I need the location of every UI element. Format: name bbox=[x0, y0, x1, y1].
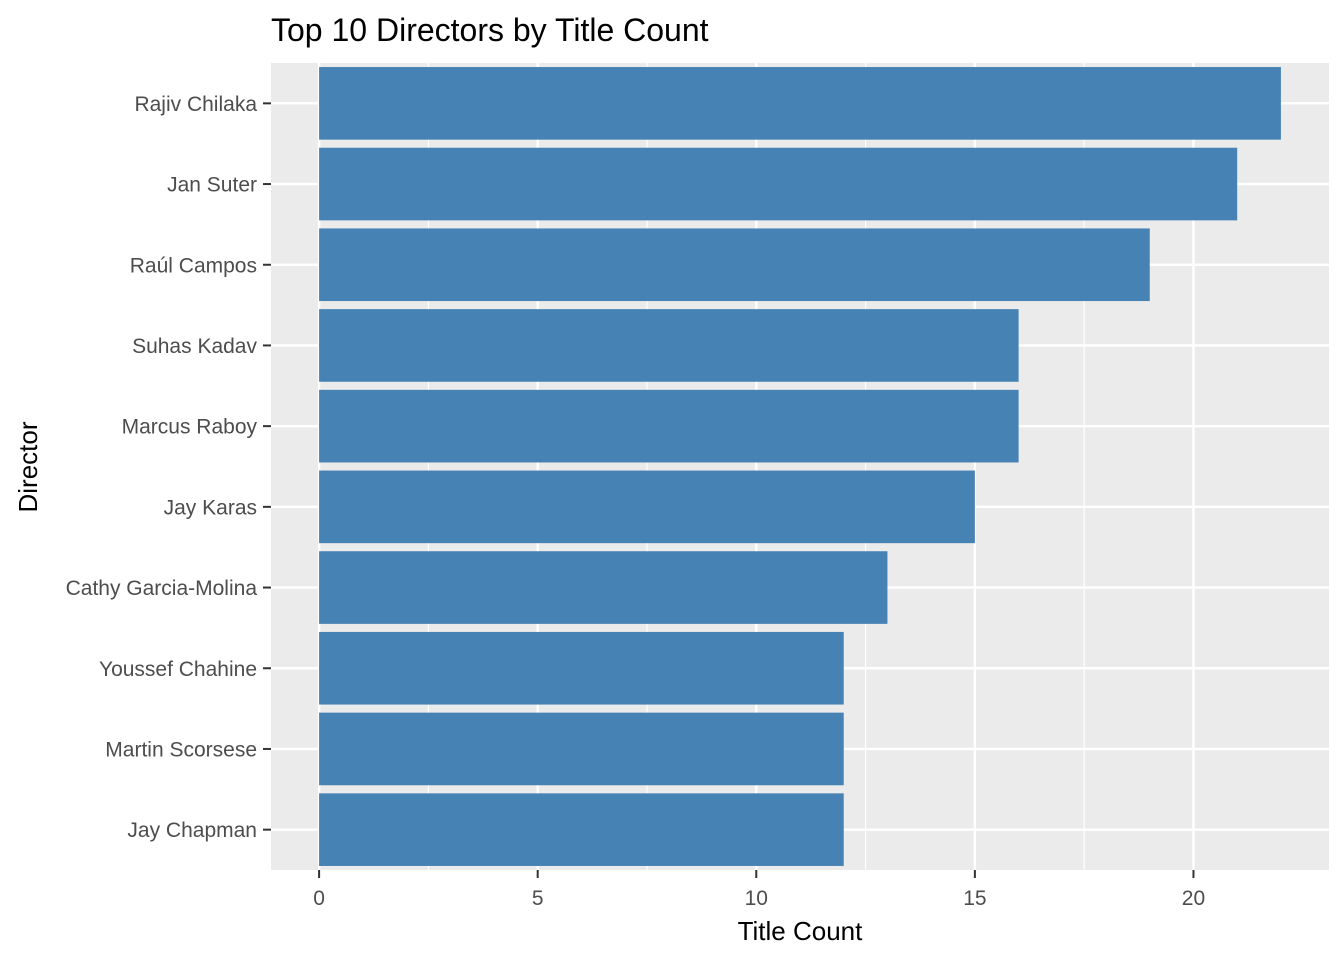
y-tick-label: Youssef Chahine bbox=[99, 658, 257, 681]
bar bbox=[319, 67, 1281, 140]
y-tick-label: Jay Chapman bbox=[127, 819, 257, 842]
x-tick-label: 0 bbox=[313, 887, 325, 910]
x-tick-label: 10 bbox=[745, 887, 768, 910]
y-tick-label: Jay Karas bbox=[164, 496, 257, 519]
x-tick-label: 15 bbox=[963, 887, 986, 910]
bar bbox=[319, 793, 844, 866]
bar bbox=[319, 631, 844, 705]
y-tick-label: Martin Scorsese bbox=[105, 738, 257, 761]
x-tick-label: 20 bbox=[1182, 887, 1205, 910]
bar bbox=[319, 551, 888, 624]
y-tick-label: Cathy Garcia-Molina bbox=[66, 577, 258, 600]
x-tick-label: 5 bbox=[532, 887, 544, 910]
y-tick-label: Rajiv Chilaka bbox=[134, 93, 257, 116]
x-axis-title: Title Count bbox=[738, 916, 864, 946]
bars bbox=[319, 67, 1281, 866]
bar bbox=[319, 712, 844, 786]
y-tick-label: Suhas Kadav bbox=[132, 335, 257, 358]
y-axis-title: Director bbox=[13, 421, 43, 512]
chart-title: Top 10 Directors by Title Count bbox=[271, 12, 709, 48]
y-tick-label: Marcus Raboy bbox=[122, 416, 258, 439]
y-axis: Rajiv Chilaka Jan Suter Raúl Campos Suhas K… bbox=[66, 93, 271, 842]
y-tick-label: Jan Suter bbox=[167, 174, 257, 197]
bar bbox=[319, 147, 1238, 221]
bar bbox=[319, 389, 1019, 463]
bar bbox=[319, 309, 1019, 382]
x-axis: 0 5 10 15 20 bbox=[313, 870, 1205, 910]
bar bbox=[319, 228, 1150, 302]
y-tick-label: Raúl Campos bbox=[130, 254, 257, 277]
bar bbox=[319, 470, 975, 544]
